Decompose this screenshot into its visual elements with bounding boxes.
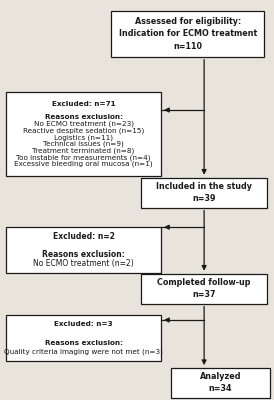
Text: n=34: n=34 [209,384,232,393]
Text: Reasons exclusion:: Reasons exclusion: [45,340,122,346]
Text: Indication for ECMO treatment: Indication for ECMO treatment [119,30,257,38]
Bar [111,11,264,57]
Text: Analyzed: Analyzed [200,372,241,381]
Text: Excluded: n=3: Excluded: n=3 [54,321,113,327]
Text: n=39: n=39 [192,194,216,203]
Text: Reactive despite sedation (n=15): Reactive despite sedation (n=15) [23,127,144,134]
Text: Treatment terminated (n=8): Treatment terminated (n=8) [32,148,135,154]
Bar [6,227,161,273]
Text: Reasons exclusion:: Reasons exclusion: [45,114,122,120]
Bar [141,178,267,208]
Text: n=110: n=110 [173,42,202,51]
Text: Excessive bleeding oral mucosa (n=1): Excessive bleeding oral mucosa (n=1) [14,161,153,168]
Text: Included in the study: Included in the study [156,182,252,191]
Text: Excluded: n=71: Excluded: n=71 [52,101,115,107]
Text: Quality criteria imaging were not met (n=3): Quality criteria imaging were not met (n… [4,348,163,355]
Bar [141,274,267,304]
Text: No ECMO treatment (n=2): No ECMO treatment (n=2) [33,259,134,268]
Text: n=37: n=37 [192,290,216,299]
Text: No ECMO treatment (n=23): No ECMO treatment (n=23) [34,121,133,127]
Text: Assessed for eligibility:: Assessed for eligibility: [135,17,241,26]
Text: Technical issues (n=9): Technical issues (n=9) [43,141,124,147]
Bar [171,368,270,398]
Bar [6,315,161,361]
Text: Completed follow-up: Completed follow-up [157,278,251,287]
Text: Logistics (n=11): Logistics (n=11) [54,134,113,141]
Bar [6,92,161,176]
Text: Reasons exclusion:: Reasons exclusion: [42,250,125,259]
Text: Excluded: n=2: Excluded: n=2 [53,232,115,241]
Text: Too instable for measurements (n=4): Too instable for measurements (n=4) [16,154,151,161]
